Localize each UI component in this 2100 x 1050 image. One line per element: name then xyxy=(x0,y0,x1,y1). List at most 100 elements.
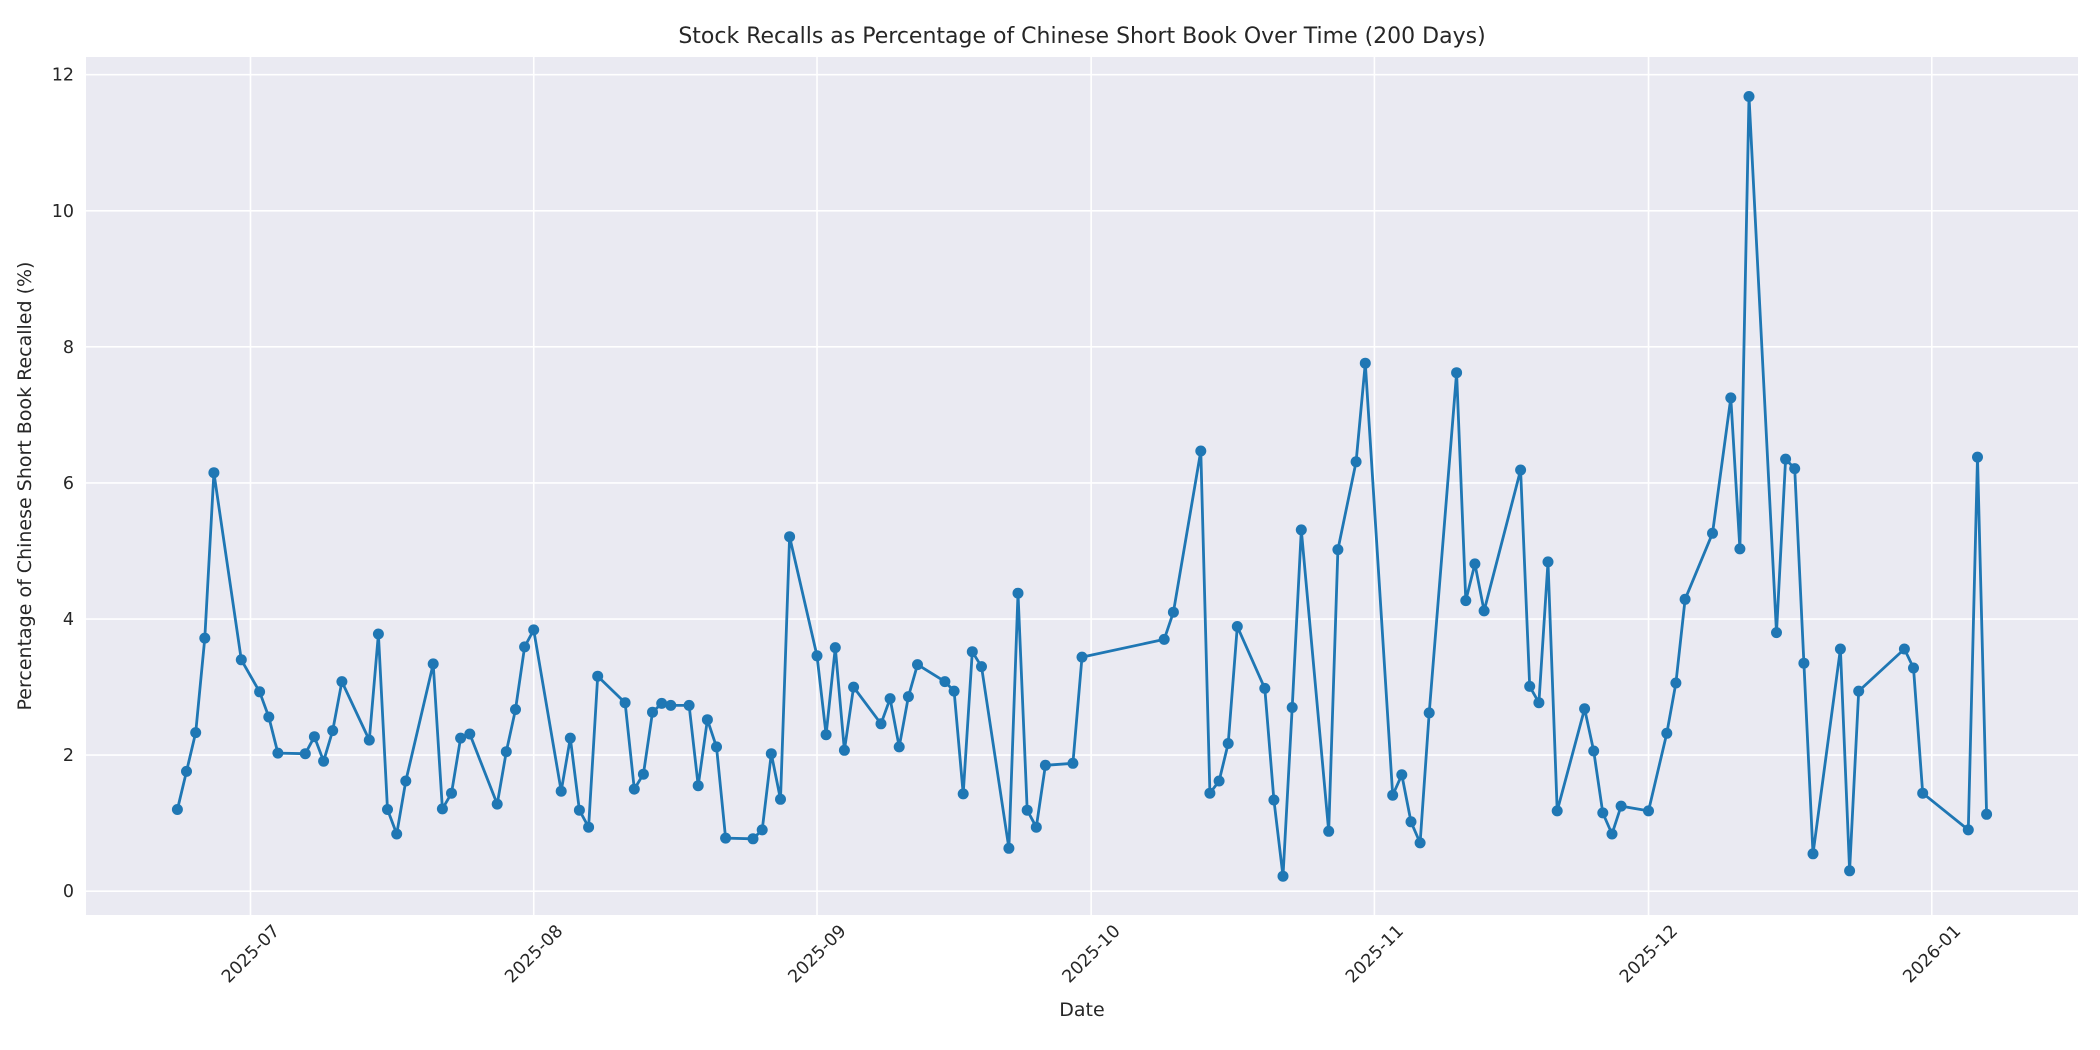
data-point-marker xyxy=(1067,757,1079,769)
y-tick-label: 12 xyxy=(52,66,74,86)
data-point-marker xyxy=(1359,357,1371,369)
data-point-marker xyxy=(1551,805,1563,817)
data-point-marker xyxy=(1515,464,1527,476)
data-point-marker xyxy=(893,741,905,753)
data-point-marker xyxy=(1286,702,1298,713)
x-tick-label: 2025-12 xyxy=(1616,921,1682,987)
data-point-marker xyxy=(747,833,759,845)
chart-title: Stock Recalls as Percentage of Chinese S… xyxy=(678,24,1485,49)
y-tick-label: 4 xyxy=(63,610,74,630)
data-point-marker xyxy=(665,699,677,711)
data-point-marker xyxy=(902,691,914,703)
data-point-marker xyxy=(756,824,768,836)
data-point-marker xyxy=(1076,651,1088,663)
data-point-marker xyxy=(656,697,668,709)
data-point-marker xyxy=(1679,593,1691,605)
data-point-marker xyxy=(619,697,631,709)
data-point-marker xyxy=(528,624,540,636)
data-point-marker xyxy=(1396,769,1408,781)
data-point-marker xyxy=(1478,605,1490,617)
x-tick-label: 2025-08 xyxy=(501,921,567,987)
data-point-marker xyxy=(336,676,348,688)
data-point-marker xyxy=(1003,842,1015,854)
data-point-marker xyxy=(1195,445,1207,457)
data-point-marker xyxy=(1725,392,1737,404)
data-point-marker xyxy=(1533,697,1545,709)
data-point-marker xyxy=(1898,643,1910,655)
data-point-marker xyxy=(939,676,951,688)
data-point-marker xyxy=(1981,808,1993,820)
data-point-marker xyxy=(875,718,887,730)
data-point-marker xyxy=(1780,453,1792,465)
data-point-marker xyxy=(254,686,266,698)
data-point-marker xyxy=(1743,91,1755,102)
data-point-marker xyxy=(318,755,330,767)
data-point-marker xyxy=(1222,738,1234,749)
data-point-marker xyxy=(1414,837,1426,849)
data-point-marker xyxy=(1039,759,1051,771)
data-point-marker xyxy=(308,731,320,743)
data-point-marker xyxy=(464,728,476,740)
data-point-marker xyxy=(1789,463,1801,475)
data-point-marker xyxy=(1012,587,1024,599)
data-point-marker xyxy=(1277,870,1289,882)
data-point-marker xyxy=(948,685,960,697)
x-tick-label: 2025-07 xyxy=(218,921,284,987)
data-point-marker xyxy=(1295,524,1307,536)
x-tick-label: 2025-11 xyxy=(1342,921,1408,987)
data-point-marker xyxy=(272,747,284,759)
data-point-marker xyxy=(1807,848,1819,860)
data-point-marker xyxy=(637,768,649,780)
data-point-marker xyxy=(848,681,860,693)
data-point-marker xyxy=(446,787,457,799)
data-point-marker xyxy=(683,699,695,711)
data-point-marker xyxy=(455,732,467,744)
data-point-marker xyxy=(263,711,275,723)
y-axis-tick-labels: 0 2 4 6 8 10 12 xyxy=(52,66,74,902)
data-point-marker xyxy=(1451,367,1463,379)
data-point-marker xyxy=(190,727,202,739)
data-point-marker xyxy=(711,741,722,753)
data-point-marker xyxy=(1259,682,1271,694)
data-point-marker xyxy=(1231,621,1243,632)
data-point-marker xyxy=(1908,662,1919,674)
data-point-marker xyxy=(1615,800,1627,812)
data-point-marker xyxy=(564,732,576,744)
y-tick-label: 6 xyxy=(63,474,74,494)
data-point-marker xyxy=(966,646,978,658)
data-point-marker xyxy=(829,642,841,654)
data-point-marker xyxy=(1423,707,1435,719)
data-point-marker xyxy=(583,821,595,833)
data-point-marker xyxy=(363,734,375,746)
data-point-marker xyxy=(555,785,567,797)
data-point-marker xyxy=(1853,685,1865,697)
data-point-marker xyxy=(181,765,192,777)
data-point-marker xyxy=(701,714,713,726)
y-axis-label: Percentage of Chinese Short Book Recalle… xyxy=(14,262,36,711)
data-point-marker xyxy=(1771,627,1782,639)
data-point-marker xyxy=(1670,677,1682,689)
data-point-marker xyxy=(784,531,796,543)
data-point-marker xyxy=(1579,703,1591,715)
data-point-marker xyxy=(1606,828,1618,840)
data-point-marker xyxy=(1834,643,1846,655)
data-point-marker xyxy=(1707,527,1718,539)
data-point-marker xyxy=(1405,816,1417,828)
data-point-marker xyxy=(1204,787,1216,799)
data-point-marker xyxy=(1588,745,1600,757)
data-point-marker xyxy=(912,659,923,671)
data-point-marker xyxy=(1460,595,1472,607)
data-point-marker xyxy=(1469,558,1481,570)
x-axis-label: Date xyxy=(1059,999,1104,1021)
data-point-marker xyxy=(1158,633,1170,645)
data-point-marker xyxy=(765,748,777,760)
data-point-marker xyxy=(1661,727,1673,739)
data-point-marker xyxy=(400,775,412,787)
plot-area xyxy=(86,57,2078,915)
data-point-marker xyxy=(1323,825,1335,837)
y-tick-label: 8 xyxy=(63,338,74,358)
data-point-marker xyxy=(820,729,832,741)
x-axis-tick-labels: 2025-07 2025-08 2025-09 2025-10 2025-11 2025-… xyxy=(218,921,1965,987)
data-point-marker xyxy=(1798,657,1810,669)
